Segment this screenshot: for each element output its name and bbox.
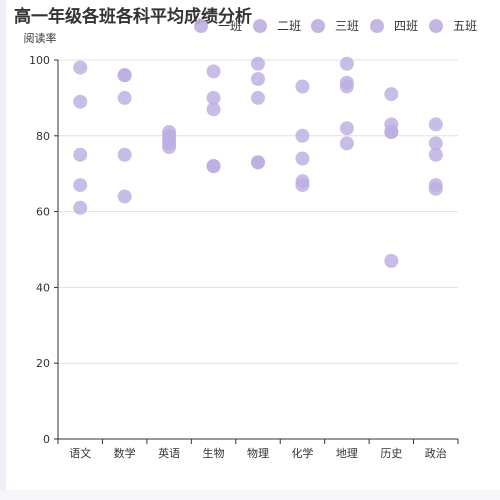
y-tick-label: 40 — [36, 281, 50, 294]
left-edge-strip — [0, 0, 6, 500]
data-point — [428, 117, 443, 132]
data-point — [162, 140, 177, 155]
data-point — [73, 60, 88, 75]
data-points — [73, 56, 443, 268]
grid-lines — [58, 59, 458, 364]
legend-label: 二班 — [277, 19, 301, 33]
legend-label: 四班 — [394, 19, 418, 33]
data-point — [295, 128, 310, 143]
x-tick-label: 英语 — [158, 446, 180, 460]
x-tick-label: 物理 — [247, 446, 269, 460]
data-point — [117, 147, 132, 162]
bottom-edge-strip — [0, 490, 500, 500]
x-tick-label: 政治 — [425, 446, 447, 460]
data-point — [428, 136, 443, 151]
data-point — [339, 56, 354, 71]
data-point — [384, 253, 399, 268]
data-point — [251, 155, 265, 170]
legend-label: 三班 — [335, 19, 359, 33]
x-tick-label: 数学 — [114, 446, 136, 460]
x-tick-label: 地理 — [336, 447, 358, 460]
legend-label: 一班 — [218, 19, 242, 33]
data-point — [251, 56, 265, 71]
y-tick-label: 80 — [36, 130, 50, 143]
data-point — [428, 181, 443, 196]
y-axis-label: 阅读率 — [24, 31, 57, 45]
legend-marker — [194, 19, 208, 33]
x-tick-label: 语文 — [69, 446, 91, 460]
x-tick-label: 化学 — [291, 446, 313, 460]
data-point — [73, 147, 88, 162]
data-point — [339, 121, 354, 136]
y-tick-label: 100 — [29, 54, 50, 67]
legend-label: 五班 — [453, 19, 477, 33]
x-tick-label: 生物 — [203, 446, 225, 460]
data-point — [206, 102, 221, 117]
data-point — [384, 125, 399, 140]
data-point — [251, 90, 265, 105]
axes: 0 20 40 60 80 100 语文 数学 英语 生物 物理 化学 地理 历史 政治 — [29, 54, 459, 460]
data-point — [251, 71, 265, 86]
data-point — [295, 151, 310, 166]
data-point — [206, 159, 221, 174]
data-point — [117, 68, 132, 83]
data-point — [206, 64, 221, 79]
legend-item: 三班 — [311, 19, 359, 33]
data-point — [339, 136, 354, 151]
data-point — [428, 147, 443, 162]
data-point — [384, 87, 399, 102]
legend-marker — [253, 19, 267, 33]
legend: 一班 二班 三班 四班 五班 — [194, 19, 477, 33]
legend-marker — [311, 19, 325, 33]
data-point — [339, 79, 354, 94]
data-point — [73, 200, 88, 215]
data-point — [206, 90, 221, 105]
x-tick-label: 历史 — [380, 447, 402, 460]
legend-item: 四班 — [370, 19, 418, 33]
data-point — [295, 79, 310, 94]
y-tick-label: 0 — [43, 433, 50, 446]
data-point — [117, 189, 132, 204]
legend-item: 一班 — [194, 19, 242, 33]
legend-item: 五班 — [429, 19, 477, 33]
y-tick-label: 20 — [36, 357, 50, 370]
y-tick-label: 60 — [36, 206, 50, 219]
data-point — [73, 94, 88, 109]
chart-title: 高一年级各班各科平均成绩分析 — [14, 7, 252, 27]
legend-marker — [429, 19, 443, 33]
legend-item: 二班 — [253, 19, 301, 33]
legend-marker — [370, 19, 384, 33]
data-point — [117, 90, 132, 105]
data-point — [73, 178, 88, 193]
data-point — [295, 178, 310, 193]
